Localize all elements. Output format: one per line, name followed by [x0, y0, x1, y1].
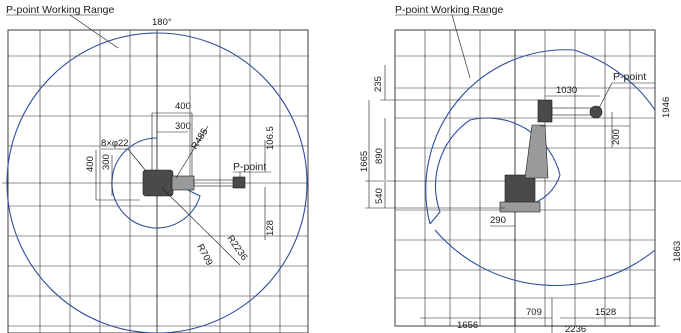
left-dim-holes: 8×φ22 [101, 138, 129, 149]
right-dim-1528: 1528 [595, 307, 616, 318]
right-title: P-point Working Range [395, 4, 504, 16]
right-dim-709: 709 [526, 307, 542, 318]
left-view: P-point Working Range 180° [2, 4, 309, 333]
right-dim-235: 235 [373, 76, 384, 92]
left-title: P-point Working Range [6, 4, 115, 16]
left-outer-range [6, 32, 308, 333]
right-dim-1656: 1656 [457, 320, 478, 331]
left-dim-300-top: 300 [175, 121, 191, 132]
left-grid [8, 30, 308, 333]
left-robot-body [171, 175, 195, 191]
right-dim-290: 290 [490, 215, 506, 226]
left-frame [7, 29, 309, 333]
right-dim-890: 890 [374, 148, 385, 164]
right-robot-elbow [537, 99, 553, 123]
left-dim-r709: R709 [194, 242, 214, 267]
right-dim-540: 540 [374, 188, 385, 204]
left-radius-leader [161, 187, 241, 266]
left-robot-base [142, 169, 174, 197]
right-dim-1665: 1665 [359, 151, 370, 172]
right-frame [394, 29, 656, 327]
left-dim-106-5: 106.5 [265, 126, 276, 150]
left-title-leader [69, 14, 119, 49]
left-angle-label: 180° [152, 17, 172, 28]
right-view: P-point Working Range [359, 4, 681, 333]
right-dim-1030: 1030 [556, 85, 577, 96]
left-dim-400-top: 400 [175, 101, 191, 112]
left-dim-300-left: 300 [101, 154, 112, 170]
left-dim-128: 128 [265, 220, 276, 236]
left-inner-range [111, 137, 201, 229]
right-working-envelope [425, 49, 656, 286]
left-robot-wrist [232, 176, 246, 189]
right-dim-1863: 1863 [672, 241, 681, 262]
left-dim-r485: R485 [189, 126, 210, 151]
right-dim-200: 200 [611, 129, 622, 145]
right-dim-2236: 2236 [565, 324, 586, 333]
right-title-leader [451, 14, 471, 79]
right-dim-1946: 1946 [661, 97, 672, 118]
left-p-point-label: P-point [233, 161, 266, 173]
right-robot-base [504, 174, 536, 208]
right-robot-wrist [589, 105, 603, 119]
left-r485-leader [175, 125, 209, 179]
right-p-point-leader [598, 82, 613, 109]
left-dim-400-left: 400 [85, 156, 96, 172]
right-robot-lower-arm [524, 124, 549, 179]
left-holes-leader [127, 148, 147, 172]
right-robot-foot [499, 201, 541, 213]
right-p-point-label: P-point [613, 71, 646, 83]
right-robot-upper-arm [551, 107, 593, 116]
left-dim-r2236: R2236 [225, 233, 250, 262]
